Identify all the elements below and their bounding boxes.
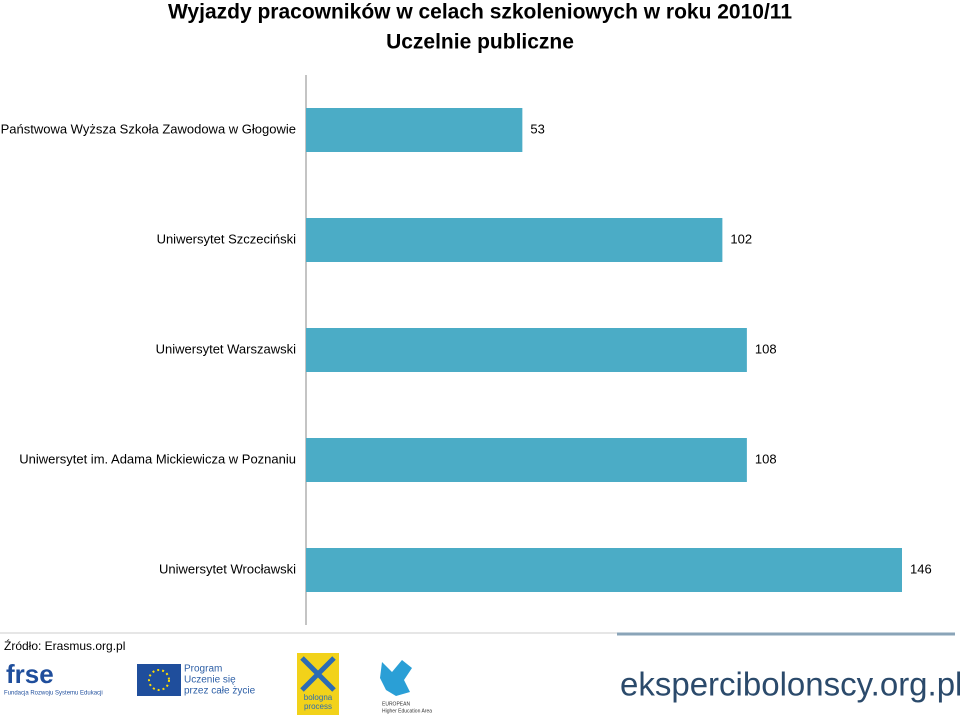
bar xyxy=(306,328,747,372)
data-label: 108 xyxy=(755,451,777,466)
bar xyxy=(306,218,723,262)
data-label: 108 xyxy=(755,341,777,356)
site-name: ekspercibolonscy.org.pl xyxy=(620,666,960,703)
bar xyxy=(306,438,747,482)
bar xyxy=(306,548,902,592)
ehea-line2: Higher Education Area xyxy=(382,708,432,714)
data-label: 146 xyxy=(910,561,932,576)
llp-line1: Program xyxy=(184,664,222,675)
bologna-line1: bologna xyxy=(304,693,333,702)
source: Źródło: Erasmus.org.pl xyxy=(4,638,125,653)
bar xyxy=(306,108,523,152)
ehea-line1: EUROPEAN xyxy=(382,701,410,707)
bologna-logo: bologna process xyxy=(297,653,339,715)
y-tick-label: Państwowa Wyższa Szkoła Zawodowa w Głogo… xyxy=(1,121,296,136)
chart-title: Wyjazdy pracowników w celach szkoleniowy… xyxy=(168,1,792,24)
ehea-logo: EUROPEAN Higher Education Area xyxy=(380,660,432,714)
llp-logo: Program Uczenie się przez całe życie xyxy=(137,664,256,697)
y-tick-label: Uniwersytet Wrocławski xyxy=(159,561,296,576)
y-tick-label: Uniwersytet im. Adama Mickiewicza w Pozn… xyxy=(19,451,296,466)
data-label: 102 xyxy=(730,231,752,246)
frse-name: frse xyxy=(6,659,54,689)
llp-line2: Uczenie się xyxy=(184,675,236,686)
y-tick-label: Uniwersytet Warszawski xyxy=(156,341,296,356)
bologna-line2: process xyxy=(304,702,332,711)
chart-subtitle: Uczelnie publiczne xyxy=(386,31,574,54)
frse-logo: frse Fundacja Rozwoju Systemu Edukacji xyxy=(4,659,103,697)
llp-line3: przez całe życie xyxy=(184,686,256,697)
y-tick-label: Uniwersytet Szczeciński xyxy=(157,231,297,246)
data-label: 53 xyxy=(530,121,544,136)
frse-caption: Fundacja Rozwoju Systemu Edukacji xyxy=(4,691,103,697)
